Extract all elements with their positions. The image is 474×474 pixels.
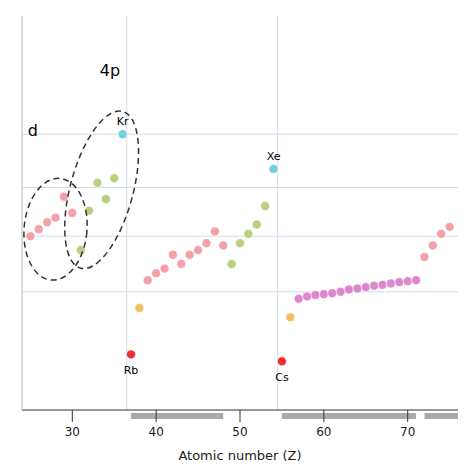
- point: [68, 209, 77, 218]
- reference-hline: [22, 236, 458, 237]
- dashed-ellipse: [50, 103, 153, 276]
- point-label: Cs: [275, 371, 289, 384]
- point: [227, 259, 236, 268]
- point: [101, 195, 110, 204]
- point: [93, 178, 102, 187]
- point: [118, 130, 127, 139]
- point: [445, 222, 454, 231]
- x-tick-label: 40: [149, 425, 164, 439]
- point: [43, 218, 52, 227]
- x-tick: [323, 410, 324, 422]
- x-tick-label: 60: [316, 425, 331, 439]
- point: [26, 232, 35, 241]
- point: [319, 290, 328, 299]
- point: [269, 164, 278, 173]
- x-tick: [407, 410, 408, 422]
- point: [328, 289, 337, 298]
- point: [236, 239, 245, 248]
- point: [345, 285, 354, 294]
- point-label: Xe: [267, 150, 281, 163]
- point: [378, 280, 387, 289]
- point: [361, 283, 370, 292]
- block-bar: [424, 413, 458, 419]
- x-axis-label: Atomic number (Z): [178, 448, 301, 463]
- point: [286, 313, 295, 322]
- point: [135, 304, 144, 313]
- point: [261, 202, 270, 211]
- point: [219, 241, 228, 250]
- plot-area: [22, 16, 458, 410]
- point: [428, 241, 437, 250]
- point: [370, 281, 379, 290]
- x-tick: [156, 410, 157, 422]
- point: [177, 259, 186, 268]
- point: [336, 287, 345, 296]
- x-tick-label: 30: [65, 425, 80, 439]
- point: [59, 192, 68, 201]
- point-label: Kr: [117, 115, 129, 128]
- reference-hline: [22, 291, 458, 292]
- point: [395, 278, 404, 287]
- point: [110, 174, 119, 183]
- point-label: Rb: [124, 364, 139, 377]
- point: [244, 229, 253, 238]
- annotation: d: [28, 121, 38, 140]
- point: [252, 220, 261, 229]
- block-bar: [282, 413, 416, 419]
- x-tick-label: 70: [400, 425, 415, 439]
- point: [127, 350, 136, 359]
- reference-hline: [22, 187, 458, 188]
- point: [168, 250, 177, 259]
- chart: 30 40 50 60 70 Atomic number (Z) Kr Rb Xe Cs 4p d: [0, 0, 474, 474]
- point: [412, 276, 421, 285]
- reference-hline: [22, 134, 458, 135]
- point: [294, 294, 303, 303]
- point: [210, 227, 219, 236]
- point: [51, 213, 60, 222]
- reference-vline: [277, 16, 278, 410]
- point: [420, 253, 429, 262]
- point: [202, 239, 211, 248]
- point: [403, 277, 412, 286]
- point: [194, 246, 203, 255]
- annotation: 4p: [100, 61, 120, 80]
- x-tick: [72, 410, 73, 422]
- y-axis-line: [22, 16, 23, 410]
- block-bar: [131, 413, 223, 419]
- point: [185, 250, 194, 259]
- x-tick-label: 50: [232, 425, 247, 439]
- point: [386, 279, 395, 288]
- point: [277, 357, 286, 366]
- x-tick: [240, 410, 241, 422]
- point: [143, 276, 152, 285]
- point: [437, 229, 446, 238]
- point: [303, 292, 312, 301]
- point: [353, 284, 362, 293]
- point: [160, 264, 169, 273]
- point: [34, 225, 43, 234]
- point: [311, 291, 320, 300]
- point: [152, 269, 161, 278]
- dashed-ellipse: [22, 176, 91, 283]
